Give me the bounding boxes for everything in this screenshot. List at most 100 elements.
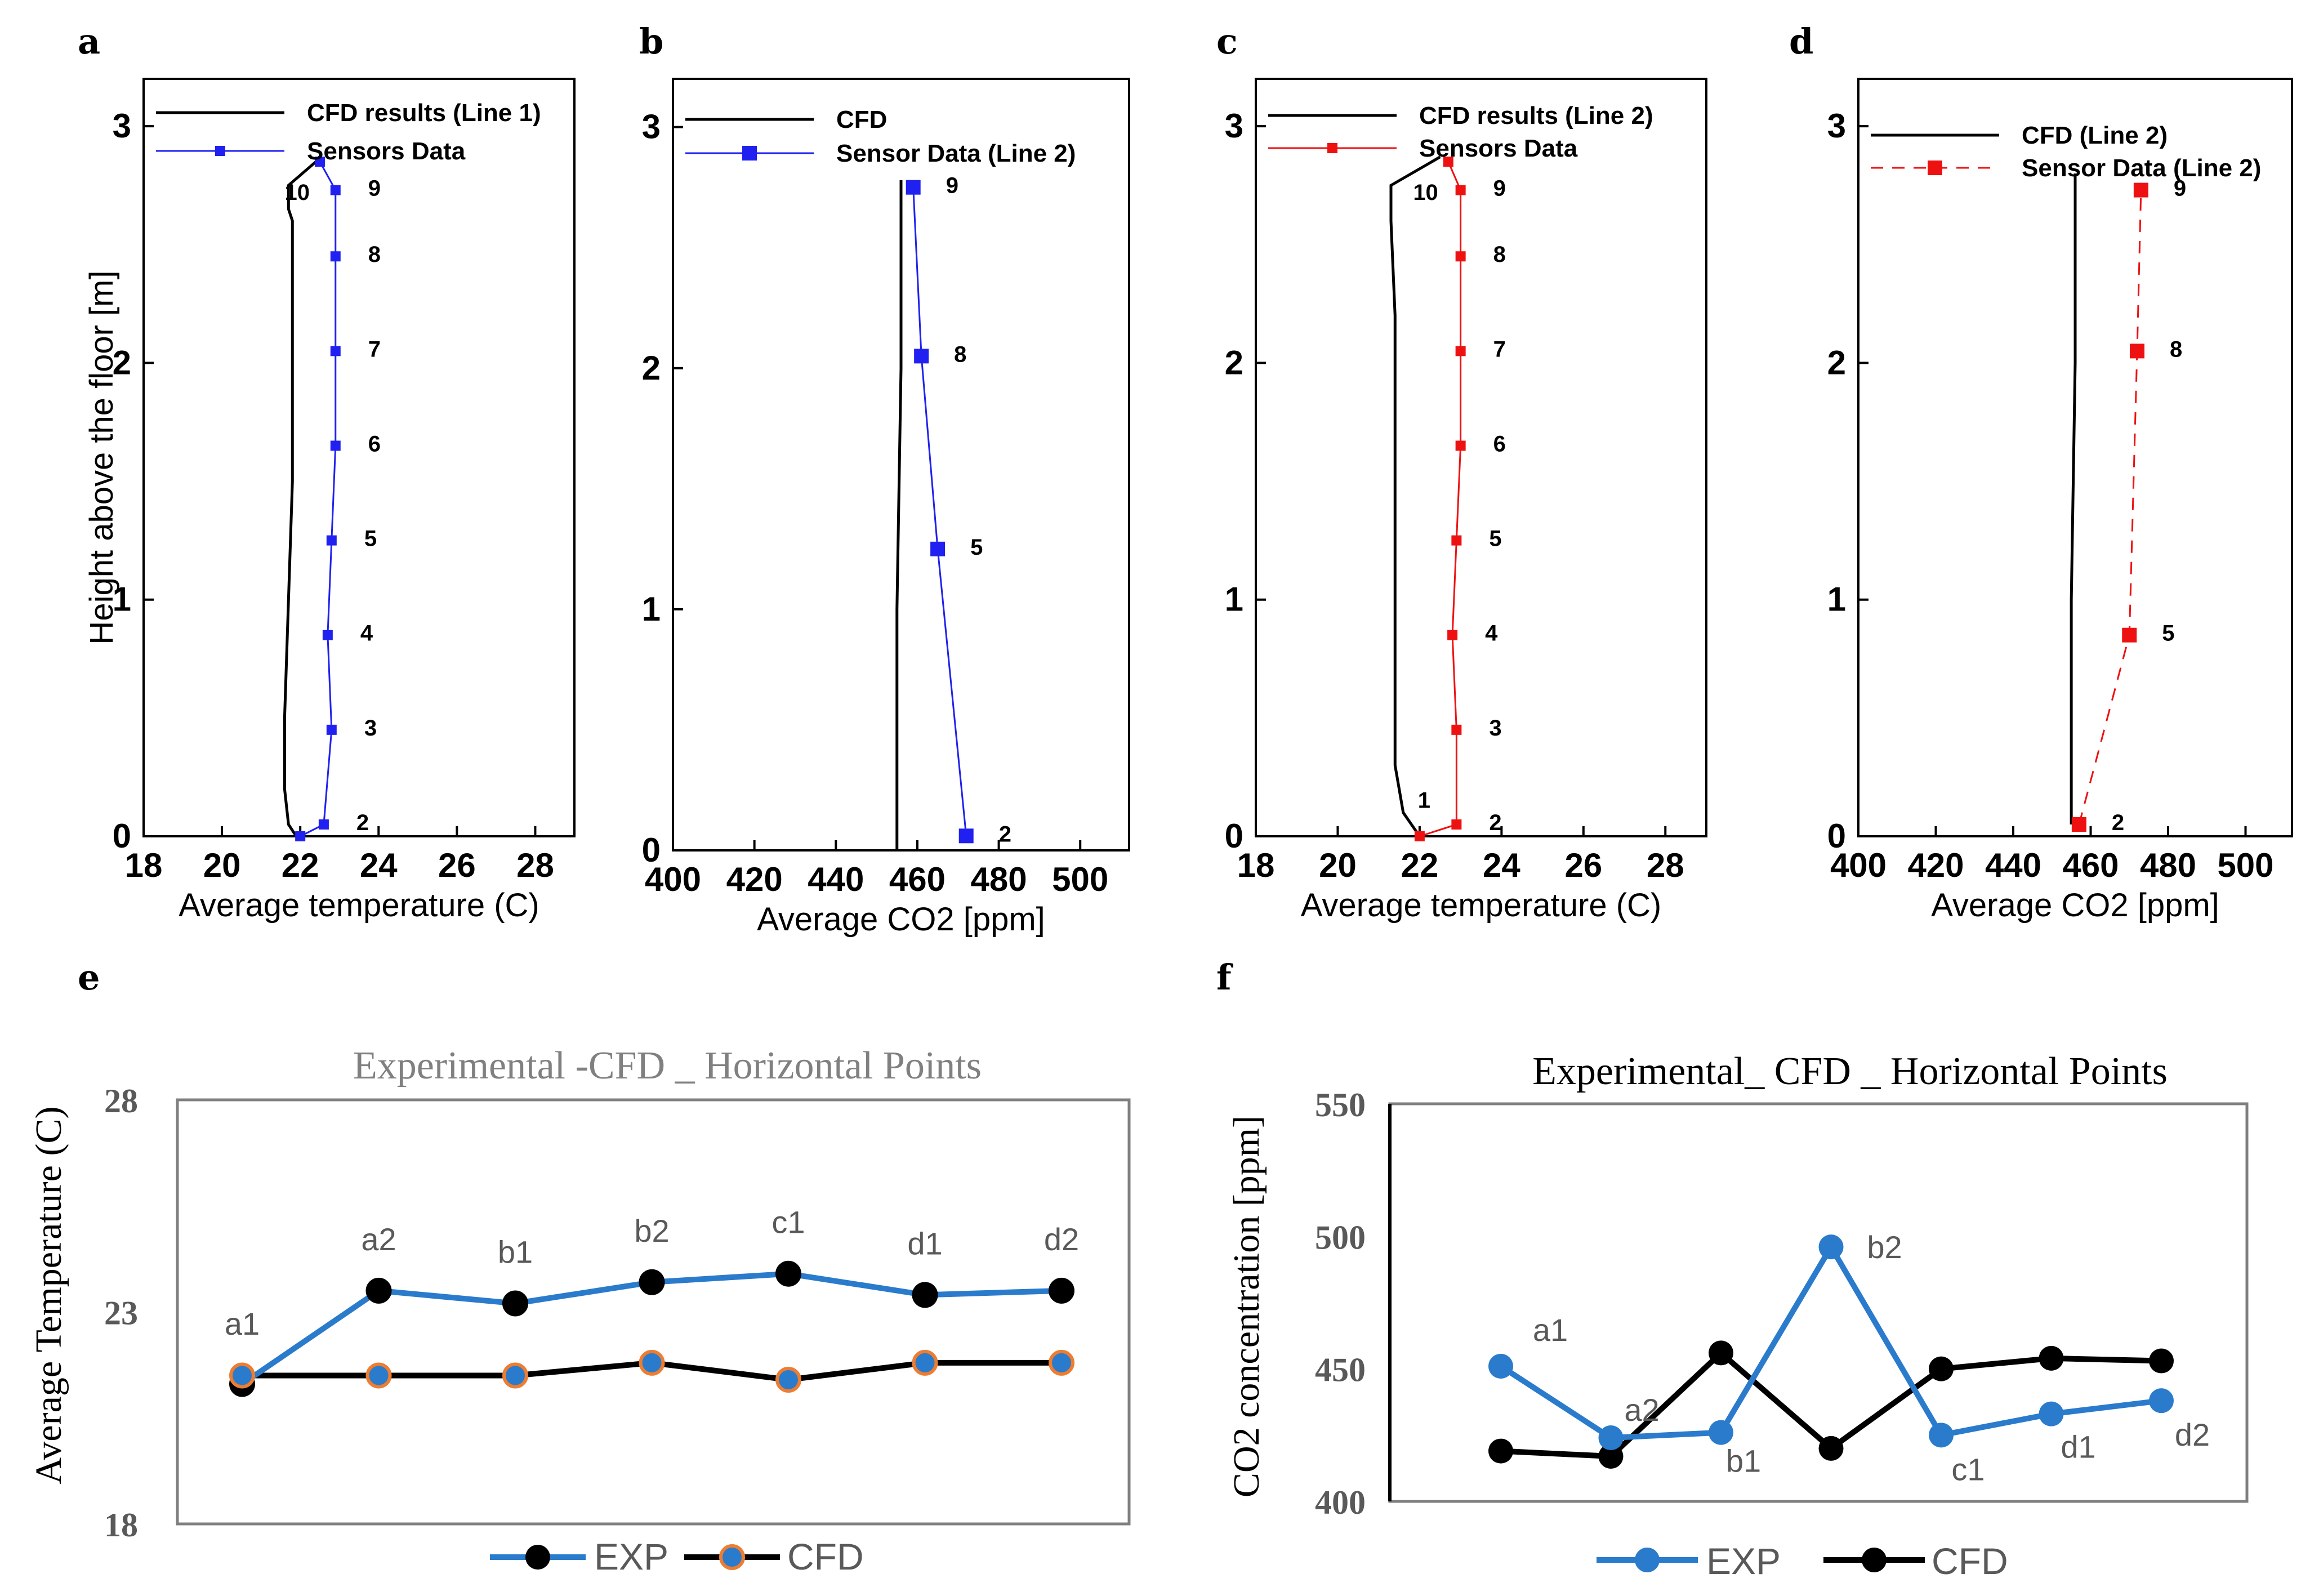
sensor-marker <box>295 831 306 841</box>
category-label: a2 <box>1624 1392 1659 1428</box>
sensor-marker <box>2133 182 2148 198</box>
sensor-point-label: 3 <box>1489 716 1501 741</box>
sensor-point-label: 3 <box>364 716 377 741</box>
legend-sensor-marker <box>742 146 757 161</box>
y-tick-label: 2 <box>642 349 661 387</box>
exp-marker <box>1709 1420 1733 1445</box>
chart-title: Experimental -CFD _ Horizontal Points <box>353 1044 982 1087</box>
plot-frame <box>142 78 576 837</box>
sensor-marker <box>2130 344 2144 359</box>
sensor-point-label: 2 <box>356 810 369 835</box>
legend-cfd-marker <box>1862 1548 1887 1572</box>
sensor-point-label: 5 <box>364 527 377 551</box>
cfd-line <box>2070 173 2077 824</box>
plot-frame <box>1388 1102 2249 1503</box>
panel-letter: a <box>78 21 100 62</box>
chart-title: Experimental_ CFD _ Horizontal Points <box>1532 1050 2168 1093</box>
y-tick-label: 1 <box>1827 581 1846 618</box>
sensor-marker <box>1443 157 1453 167</box>
x-axis-title: Average temperature (C) <box>1301 887 1661 924</box>
y-tick-label: 0 <box>1225 817 1243 855</box>
cfd-marker <box>2039 1345 2064 1371</box>
y-tick-label: 3 <box>113 107 131 145</box>
x-tick-label: 460 <box>889 861 946 898</box>
cfd-line <box>1389 155 1441 837</box>
sensor-point-label: 2 <box>2112 810 2124 835</box>
sensor-point-label: 4 <box>360 621 373 646</box>
cfd-marker <box>365 1362 392 1389</box>
category-label: d2 <box>1044 1221 1079 1257</box>
sensor-marker <box>1455 440 1466 451</box>
cfd-marker <box>1709 1340 1733 1366</box>
x-tick-label: 20 <box>1319 846 1357 884</box>
sensor-marker <box>318 819 329 830</box>
cfd-marker <box>1049 1349 1074 1376</box>
exp-marker <box>775 1260 801 1287</box>
y-tick-label: 3 <box>1225 107 1243 145</box>
sensor-point-label: 8 <box>368 242 381 267</box>
sensor-marker <box>1447 630 1458 640</box>
y-tick-label: 28 <box>104 1082 138 1120</box>
sensor-line <box>912 187 967 836</box>
panel-letter: f <box>1216 957 1233 998</box>
y-tick-label: 23 <box>104 1295 138 1332</box>
y-tick-label: 450 <box>1315 1352 1366 1389</box>
sensor-marker <box>1414 831 1425 841</box>
y-tick-label: 1 <box>113 581 131 618</box>
legend-cfd-label: CFD (Line 2) <box>2022 122 2168 149</box>
legend-exp-marker <box>1635 1548 1660 1572</box>
exp-marker <box>639 1269 665 1295</box>
y-tick-label: 0 <box>1827 817 1846 855</box>
category-label: b2 <box>634 1213 669 1249</box>
sensor-marker <box>906 180 921 195</box>
plot-frame <box>1857 78 2293 837</box>
sensor-point-label: 9 <box>368 176 381 201</box>
legend-cfd-label: CFD results (Line 2) <box>1419 102 1653 130</box>
category-label: d1 <box>907 1225 942 1261</box>
cfd-marker <box>639 1349 665 1376</box>
x-tick-label: 22 <box>1401 846 1439 884</box>
x-tick-label: 22 <box>282 846 319 884</box>
sensor-marker <box>322 630 333 640</box>
sensor-marker <box>958 828 974 844</box>
legend-cfd-marker <box>719 1544 745 1570</box>
sensor-point-label: 10 <box>1413 180 1438 205</box>
sensor-point-label: 7 <box>1493 337 1506 362</box>
panel-letter: c <box>1216 21 1238 62</box>
cfd-marker <box>502 1362 528 1389</box>
x-tick-label: 420 <box>1907 846 1964 884</box>
y-tick-label: 2 <box>1225 344 1243 381</box>
plot-frame <box>672 78 1130 852</box>
panel-f: f Experimental_ CFD _ Horizontal Points 40… <box>1216 957 2249 1582</box>
cfd-line <box>283 161 317 837</box>
sensor-point-label: 7 <box>368 337 381 362</box>
legend-cfd-label: CFD results (Line 1) <box>307 99 541 127</box>
cfd-marker <box>912 1349 938 1376</box>
x-tick-label: 480 <box>2140 846 2196 884</box>
legend-exp-label: EXP <box>1706 1540 1781 1582</box>
sensor-marker <box>326 724 337 735</box>
sensor-point-label: 9 <box>2174 176 2186 201</box>
x-tick-label: 28 <box>1647 846 1684 884</box>
x-tick-label: 26 <box>438 846 476 884</box>
y-tick-label: 3 <box>642 108 661 146</box>
sensor-point-label: 10 <box>284 180 310 205</box>
exp-marker <box>1049 1277 1074 1304</box>
exp-marker <box>2039 1401 2064 1426</box>
sensor-marker <box>314 157 325 167</box>
legend-cfd-label: CFD <box>787 1536 864 1577</box>
x-tick-label: 400 <box>645 861 701 898</box>
x-axis-title: Average temperature (C) <box>179 887 539 924</box>
x-tick-label: 440 <box>1985 846 2041 884</box>
y-tick-label: 500 <box>1315 1219 1366 1256</box>
panel-letter: b <box>639 21 663 62</box>
y-tick-label: 2 <box>113 344 131 381</box>
sensor-line <box>300 161 337 837</box>
y-axis-title: Average Temperature (C) <box>28 1107 69 1484</box>
cfd-marker <box>775 1366 801 1393</box>
panel-d: d 400 420 440 460 480 500 0 1 2 3 Average CO2 [ppm]… <box>1789 21 2293 924</box>
exp-marker <box>2149 1388 2174 1414</box>
sensor-marker <box>1455 346 1466 356</box>
sensor-line <box>2078 190 2142 825</box>
